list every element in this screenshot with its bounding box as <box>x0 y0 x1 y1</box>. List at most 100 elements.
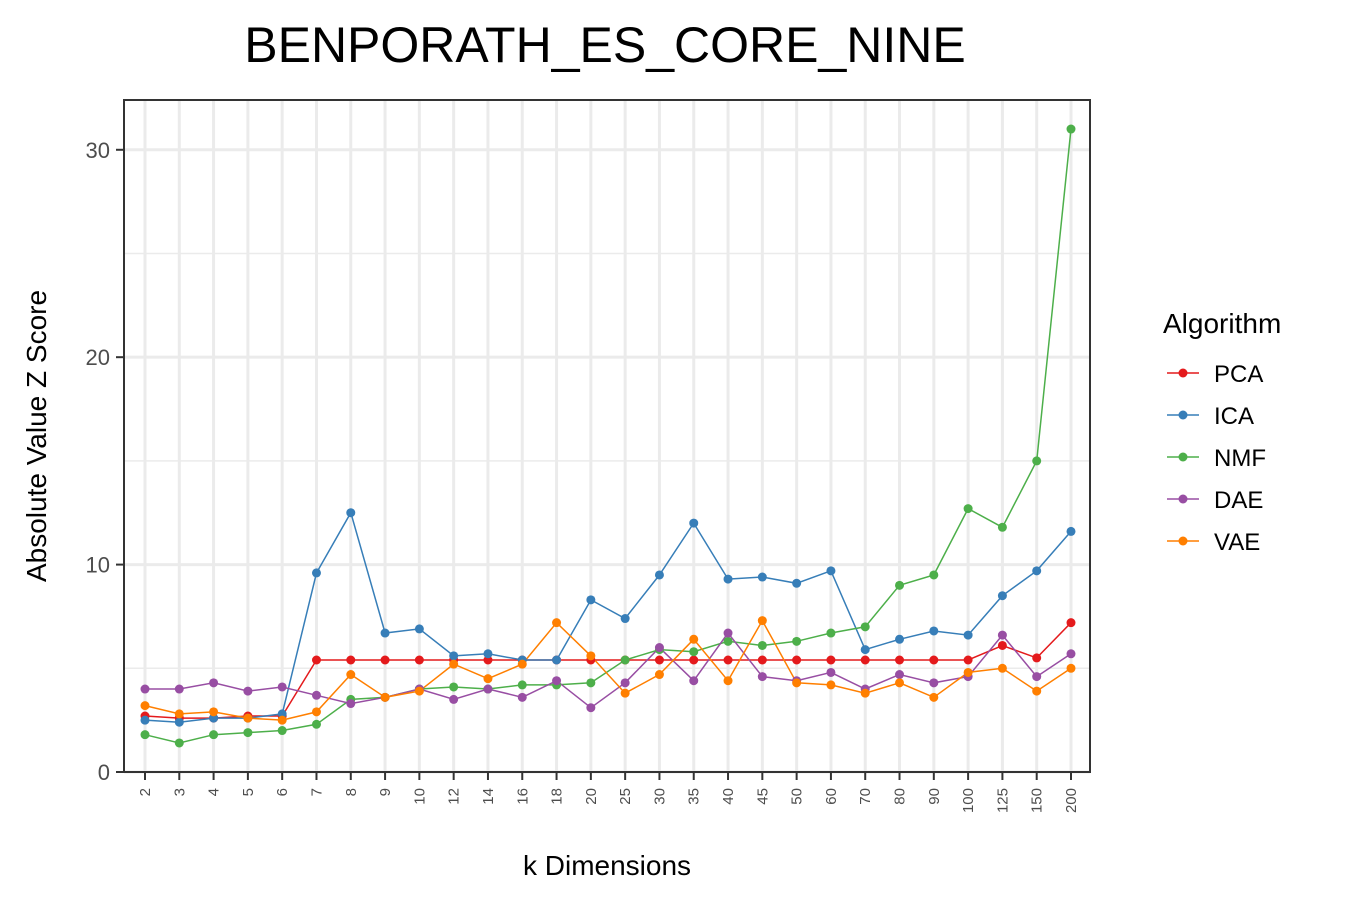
data-point-nmf <box>174 738 184 748</box>
data-point-dae <box>689 676 699 686</box>
data-point-nmf <box>895 580 905 590</box>
data-point-ica <box>654 570 664 580</box>
data-point-vae <box>689 634 699 644</box>
legend-key-point-vae <box>1178 536 1188 546</box>
data-point-ica <box>346 508 356 518</box>
data-point-vae <box>929 692 939 702</box>
data-point-pca <box>689 655 699 665</box>
data-point-ica <box>792 578 802 588</box>
data-point-nmf <box>689 647 699 657</box>
data-point-dae <box>895 670 905 680</box>
data-point-dae <box>243 686 253 696</box>
data-point-ica <box>963 630 973 640</box>
data-point-ica <box>483 649 493 659</box>
x-tick-label: 6 <box>274 788 291 796</box>
legend-key-point-dae <box>1178 494 1188 504</box>
x-tick-label: 50 <box>789 788 806 805</box>
data-point-pca <box>963 655 973 665</box>
data-point-vae <box>311 707 321 717</box>
data-point-nmf <box>757 640 767 650</box>
data-point-pca <box>654 655 664 665</box>
series-line-dae <box>145 631 1072 709</box>
data-point-ica <box>449 651 459 661</box>
data-point-nmf <box>792 636 802 646</box>
data-point-ica <box>689 518 699 528</box>
data-point-vae <box>380 692 390 702</box>
data-point-vae <box>449 659 459 669</box>
x-tick-label: 5 <box>240 788 257 796</box>
data-point-dae <box>483 684 493 694</box>
data-point-vae <box>792 678 802 688</box>
data-point-vae <box>277 715 287 725</box>
data-point-vae <box>1066 663 1076 673</box>
data-point-dae <box>1066 649 1076 659</box>
data-point-dae <box>552 676 562 686</box>
data-point-pca <box>1032 653 1042 663</box>
data-point-ica <box>586 595 596 605</box>
y-tick-label: 10 <box>86 553 110 578</box>
legend-key-point-pca <box>1178 368 1188 378</box>
x-tick-label: 4 <box>206 788 223 796</box>
data-point-pca <box>826 655 836 665</box>
legend: Algorithm PCA ICA NMF DAE VAE <box>1163 308 1281 556</box>
data-point-nmf <box>620 655 630 665</box>
data-point-ica <box>826 566 836 576</box>
data-point-ica <box>140 715 150 725</box>
x-tick-label: 125 <box>994 788 1011 813</box>
data-point-vae <box>209 707 219 717</box>
x-tick-label: 10 <box>411 788 428 805</box>
data-point-pca <box>414 655 424 665</box>
x-tick-label: 45 <box>754 788 771 805</box>
data-point-dae <box>757 672 767 682</box>
data-point-vae <box>174 709 184 719</box>
x-tick-label: 90 <box>926 788 943 805</box>
legend-key-point-ica <box>1178 410 1188 420</box>
data-point-nmf <box>209 730 219 740</box>
x-tick-label: 100 <box>960 788 977 813</box>
data-point-vae <box>346 670 356 680</box>
x-tick-label: 9 <box>377 788 394 796</box>
data-point-vae <box>140 701 150 711</box>
data-point-nmf <box>860 622 870 632</box>
data-point-vae <box>243 713 253 723</box>
data-point-pca <box>723 655 733 665</box>
x-tick-label: 2 <box>137 788 154 796</box>
series-layer <box>140 124 1076 748</box>
data-point-ica <box>997 591 1007 601</box>
plot-panel-border <box>123 99 1091 773</box>
data-point-ica <box>209 713 219 723</box>
data-point-dae <box>140 684 150 694</box>
data-point-ica <box>929 626 939 636</box>
data-point-dae <box>277 682 287 692</box>
data-point-nmf <box>963 504 973 514</box>
chart-title: BENPORATH_ES_CORE_NINE <box>244 17 965 73</box>
data-point-dae <box>654 643 664 653</box>
data-point-vae <box>895 678 905 688</box>
data-point-dae <box>311 690 321 700</box>
x-tick-label: 60 <box>823 788 840 805</box>
x-tick-label: 25 <box>617 788 634 805</box>
legend-label-dae: DAE <box>1214 487 1263 514</box>
data-point-pca <box>483 655 493 665</box>
data-point-nmf <box>723 636 733 646</box>
legend-key-point-nmf <box>1178 452 1188 462</box>
legend-label-pca: PCA <box>1214 361 1263 388</box>
series-line-vae <box>144 619 1072 721</box>
legend-label-ica: ICA <box>1214 403 1254 430</box>
data-point-dae <box>346 699 356 709</box>
data-point-ica <box>895 634 905 644</box>
data-point-dae <box>209 678 219 688</box>
data-point-dae <box>929 678 939 688</box>
data-point-nmf <box>517 680 527 690</box>
data-point-ica <box>860 645 870 655</box>
data-point-vae <box>860 688 870 698</box>
data-point-ica <box>552 655 562 665</box>
data-point-ica <box>174 717 184 727</box>
data-point-nmf <box>277 726 287 736</box>
data-point-nmf <box>929 570 939 580</box>
x-tick-label: 7 <box>308 788 325 796</box>
x-tick-label: 150 <box>1029 788 1046 813</box>
series-line-nmf <box>144 128 1072 744</box>
data-point-vae <box>586 651 596 661</box>
